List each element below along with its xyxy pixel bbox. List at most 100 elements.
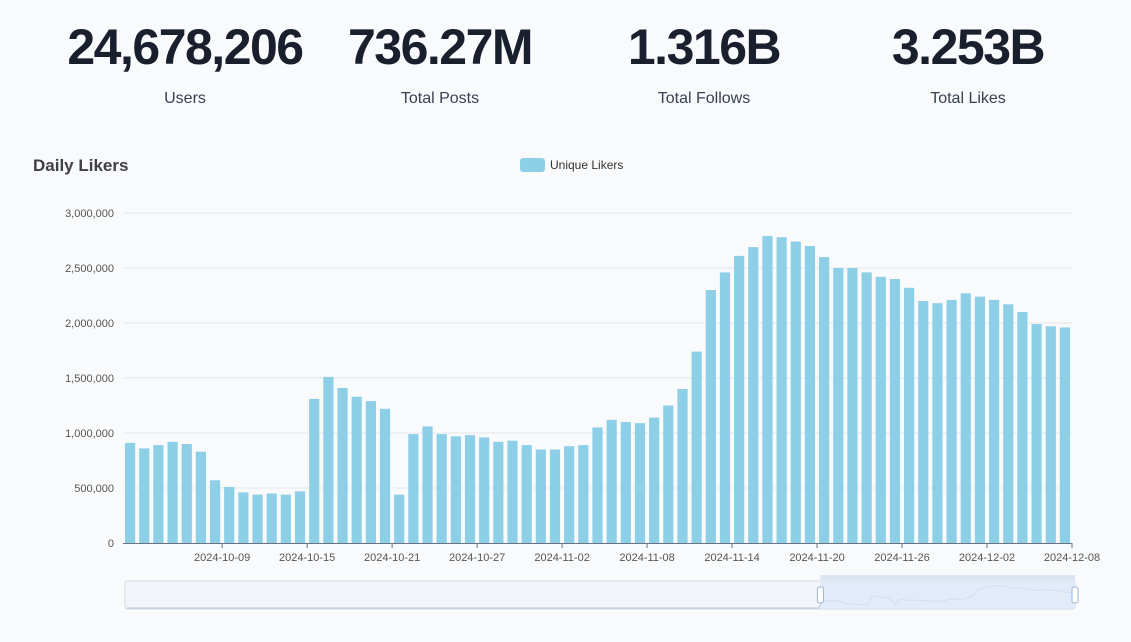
bar-2024-10-14 [280, 494, 291, 543]
bar-2024-10-07 [181, 444, 192, 543]
bar-2024-12-07 [1045, 326, 1056, 543]
x-axis: 2024-10-09 2024-10-15 2024-10-21 2024-10-27… [123, 543, 1100, 564]
stat-follows-label: Total Follows [657, 90, 751, 107]
bar-2024-11-05 [592, 427, 603, 543]
bar-2024-10-16 [309, 398, 320, 543]
x-tick-label: 2024-11-20 [789, 552, 844, 564]
y-tick-label: 2,500,000 [65, 263, 114, 275]
x-tick-label: 2024-11-14 [704, 552, 759, 564]
legend-label: Unique Likers [550, 158, 623, 172]
bar-2024-11-08 [634, 423, 646, 543]
bar-2024-11-23 [847, 268, 858, 543]
bar-2024-10-29 [493, 441, 504, 543]
zoom-window[interactable] [820, 581, 1075, 609]
stat-likes-label: Total Likes [930, 90, 1006, 107]
bar-2024-10-04 [139, 448, 150, 543]
bar-2024-11-28 [918, 301, 929, 543]
bar-2024-11-03 [564, 446, 575, 543]
bar-2024-10-26 [450, 436, 461, 543]
bar-2024-11-02 [549, 449, 561, 543]
bar-2024-11-21 [819, 257, 830, 543]
zoom-slider[interactable] [124, 575, 1079, 610]
stat-users: 24,678,206 Users [55, 18, 315, 108]
bar-2024-10-03 [124, 442, 136, 543]
bar-2024-11-13 [705, 290, 716, 543]
stats-row: 24,678,206 Users 736.27M Total Posts 1.3… [0, 0, 1131, 120]
bar-2024-11-19 [790, 241, 801, 543]
bar-2024-11-14 [719, 272, 731, 543]
bars [124, 236, 1071, 543]
x-tick-label: 2024-10-27 [449, 552, 505, 564]
x-tick-label: 2024-12-08 [1044, 552, 1100, 564]
bar-2024-11-15 [734, 255, 745, 543]
stat-posts: 736.27M Total Posts [310, 18, 570, 108]
bar-2024-10-13 [266, 493, 277, 543]
bar-2024-11-27 [904, 287, 915, 543]
legend[interactable]: Unique Likers [520, 158, 623, 172]
stat-likes: 3.253B Total Likes [838, 18, 1098, 108]
y-tick-label: 1,000,000 [65, 428, 114, 440]
bar-2024-11-22 [833, 268, 844, 543]
bar-2024-11-11 [677, 389, 688, 543]
bar-2024-10-21 [379, 408, 391, 543]
y-tick-label: 500,000 [74, 483, 114, 495]
bar-2024-10-17 [323, 376, 334, 543]
bar-2024-11-26 [889, 279, 901, 543]
zoom-handle-left[interactable] [816, 586, 824, 604]
bar-2024-12-08 [1059, 327, 1071, 543]
bar-2024-11-12 [691, 351, 702, 543]
x-tick-label: 2024-11-26 [874, 552, 929, 564]
stat-follows: 1.316B Total Follows [574, 18, 834, 108]
bar-2024-12-05 [1017, 312, 1028, 543]
x-tick-label: 2024-10-21 [364, 552, 420, 564]
chart-title: Daily Likers [33, 156, 129, 175]
bar-2024-11-25 [875, 276, 886, 543]
bar-2024-10-15 [294, 491, 306, 543]
bar-2024-11-24 [861, 272, 872, 543]
bar-2024-12-06 [1031, 324, 1042, 543]
stat-users-value: 24,678,206 [67, 19, 304, 75]
bar-2024-11-16 [748, 247, 759, 543]
stat-follows-value: 1.316B [627, 19, 782, 75]
y-tick-label: 2,000,000 [65, 318, 114, 330]
bar-2024-10-18 [337, 387, 348, 543]
x-tick-label: 2024-11-02 [534, 552, 589, 564]
legend-swatch [520, 158, 545, 172]
bar-2024-10-19 [351, 396, 362, 543]
x-tick-label: 2024-10-09 [194, 552, 250, 564]
x-tick-label: 2024-12-02 [959, 552, 1015, 564]
bar-2024-10-12 [252, 494, 263, 543]
bar-2024-10-28 [479, 437, 490, 543]
bar-2024-10-10 [224, 486, 235, 543]
zoom-handle-right[interactable] [1071, 586, 1079, 604]
bar-2024-11-10 [663, 405, 674, 543]
bar-2024-11-18 [776, 237, 787, 543]
bar-2024-11-06 [606, 419, 617, 543]
bar-2024-10-08 [195, 451, 207, 543]
bar-2024-10-27 [464, 435, 476, 543]
y-tick-label: 1,500,000 [65, 373, 114, 385]
stat-posts-label: Total Posts [400, 90, 480, 107]
bar-2024-11-29 [932, 303, 943, 543]
stat-posts-value: 736.27M [347, 19, 534, 75]
bar-2024-12-01 [960, 293, 971, 543]
bar-2024-10-20 [365, 401, 376, 543]
bar-2024-11-17 [762, 236, 773, 543]
bar-2024-12-03 [988, 299, 1000, 543]
y-tick-label: 0 [108, 538, 114, 550]
stat-likes-value: 3.253B [891, 19, 1046, 75]
bar-2024-11-09 [649, 417, 660, 543]
y-tick-label: 3,000,000 [65, 208, 114, 220]
bar-2024-10-31 [521, 445, 532, 543]
bar-2024-10-23 [408, 434, 419, 543]
bar-2024-10-22 [394, 494, 405, 543]
bar-2024-11-30 [946, 299, 957, 543]
bar-2024-11-01 [535, 449, 546, 543]
bar-2024-10-30 [507, 440, 518, 543]
bar-2024-11-20 [804, 246, 816, 543]
bar-2024-12-02 [974, 296, 986, 543]
zoom-move-handle[interactable] [820, 575, 1075, 580]
bar-2024-11-07 [620, 422, 631, 543]
bar-2024-10-25 [436, 434, 447, 543]
